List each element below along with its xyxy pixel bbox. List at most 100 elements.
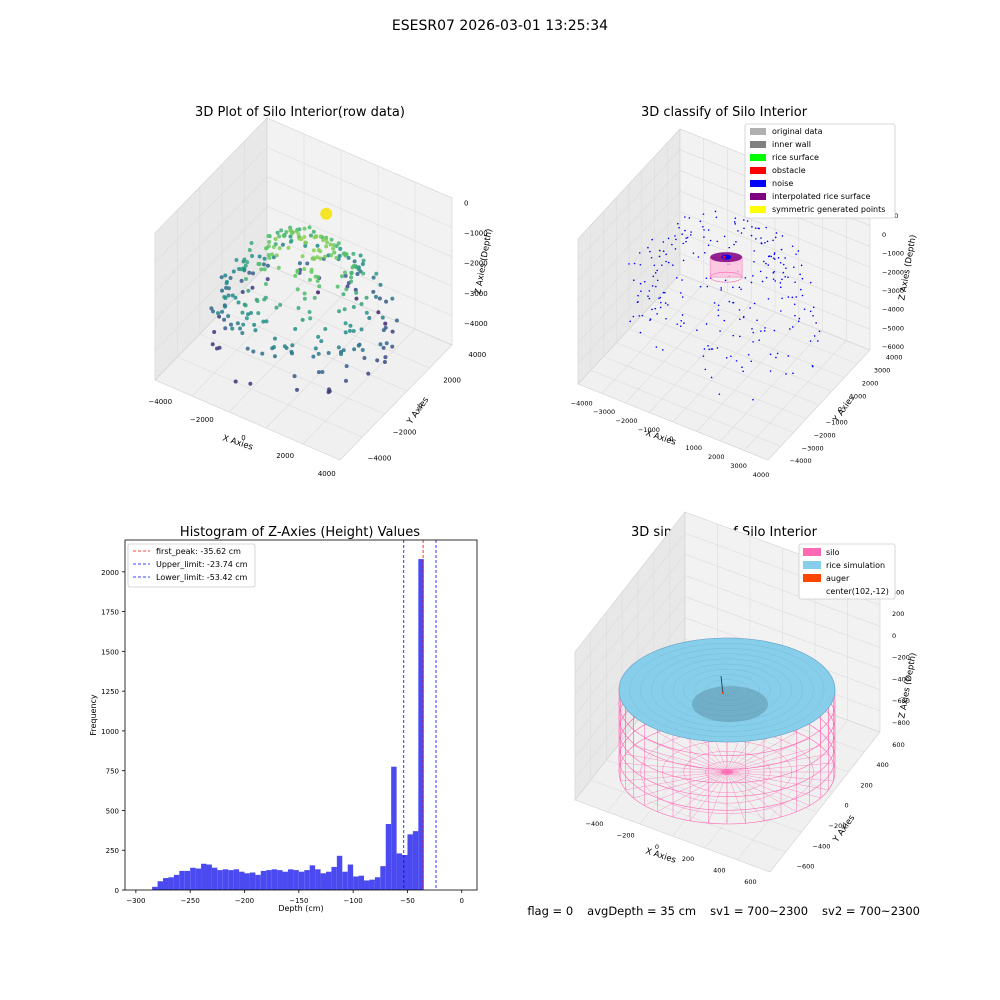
data-point <box>337 309 342 314</box>
data-point <box>359 327 364 332</box>
noise-point <box>800 264 803 267</box>
y-tick-label: 2000 <box>101 569 119 577</box>
noise-point <box>651 308 653 311</box>
y-tick-label: 750 <box>106 768 119 776</box>
noise-point <box>713 302 716 304</box>
noise-point <box>759 270 762 273</box>
noise-point <box>774 236 777 239</box>
noise-point <box>760 242 763 244</box>
noise-point <box>667 237 670 240</box>
data-point <box>326 350 331 355</box>
grid-line <box>679 190 871 268</box>
histogram-bar <box>184 870 191 890</box>
noise-point <box>795 296 798 298</box>
noise-point <box>658 249 661 252</box>
data-point <box>257 262 262 267</box>
data-point <box>308 277 313 282</box>
histogram-bar <box>347 864 354 890</box>
noise-point <box>639 331 642 334</box>
noise-point <box>675 238 677 241</box>
grid-line <box>154 147 268 263</box>
noise-point <box>656 279 659 282</box>
noise-point <box>785 373 787 375</box>
noise-point <box>703 348 706 350</box>
noise-point <box>813 335 816 337</box>
z-tick-label: −1000 <box>882 250 904 258</box>
data-point <box>231 269 236 274</box>
data-point <box>274 305 279 310</box>
noise-point <box>809 310 812 313</box>
noise-point <box>772 257 775 259</box>
noise-point <box>752 331 754 334</box>
histogram-bar <box>190 867 196 890</box>
data-point <box>247 270 252 275</box>
grid-line <box>266 205 453 287</box>
data-point <box>217 345 222 350</box>
classify-plot-title: 3D classify of Silo Interior <box>641 105 808 120</box>
z-tick-label: 0 <box>464 199 468 207</box>
data-point <box>362 355 367 360</box>
silo-floor-spoke <box>644 771 728 806</box>
noise-point <box>732 301 735 304</box>
data-point <box>270 252 275 257</box>
data-point <box>316 334 321 339</box>
legend-label: symmetric generated points <box>772 205 885 214</box>
data-point <box>220 309 225 314</box>
noise-point <box>775 232 778 234</box>
histogram-bar <box>277 870 283 890</box>
data-point <box>311 229 316 234</box>
data-point <box>280 242 285 247</box>
data-point <box>235 321 240 326</box>
data-point <box>342 251 347 256</box>
noise-point <box>752 398 754 401</box>
data-point <box>244 277 249 282</box>
noise-point <box>711 348 714 350</box>
histogram-bar <box>391 766 397 890</box>
histogram-bar <box>239 871 245 890</box>
grid-line <box>684 575 881 648</box>
noise-point <box>817 340 819 342</box>
grid-line <box>574 554 686 695</box>
noise-point <box>649 319 651 321</box>
noise-point <box>740 288 742 291</box>
data-point <box>343 321 348 326</box>
grid-line <box>654 301 845 378</box>
noise-point <box>746 220 749 222</box>
noise-point <box>681 314 684 316</box>
grid-line <box>154 176 268 293</box>
data-point <box>332 243 337 248</box>
noise-point <box>665 260 667 263</box>
data-point <box>272 336 277 341</box>
data-point <box>358 253 363 258</box>
data-point <box>336 345 341 350</box>
data-point <box>311 354 316 359</box>
noise-point <box>717 304 720 307</box>
axes-frame <box>124 539 478 891</box>
data-point <box>272 354 277 359</box>
grid-line <box>244 287 430 369</box>
data-point <box>331 246 336 251</box>
data-point <box>215 311 220 316</box>
data-point <box>260 351 265 356</box>
data-point <box>361 271 366 276</box>
noise-point <box>651 285 654 287</box>
x-tick-label: 200 <box>682 855 694 863</box>
noise-point <box>665 253 667 256</box>
legend-label: original data <box>772 127 823 136</box>
data-point <box>381 328 386 333</box>
data-point <box>349 275 354 280</box>
x-tick-label: −200 <box>235 897 254 905</box>
data-point <box>296 232 301 237</box>
noise-point <box>760 330 762 332</box>
grid-line <box>266 235 453 316</box>
noise-point <box>647 295 649 297</box>
grid-line <box>228 296 342 413</box>
classify-plot: 3D classify of Silo Interior−4000−3000−2… <box>571 105 919 479</box>
grid-line <box>577 190 681 302</box>
obstacle-point <box>722 255 726 259</box>
noise-point <box>761 280 764 283</box>
noise-point <box>787 296 790 298</box>
z-tick-label: −5000 <box>882 324 904 332</box>
silo-floor-spoke <box>657 732 728 773</box>
noise-point <box>632 279 635 282</box>
